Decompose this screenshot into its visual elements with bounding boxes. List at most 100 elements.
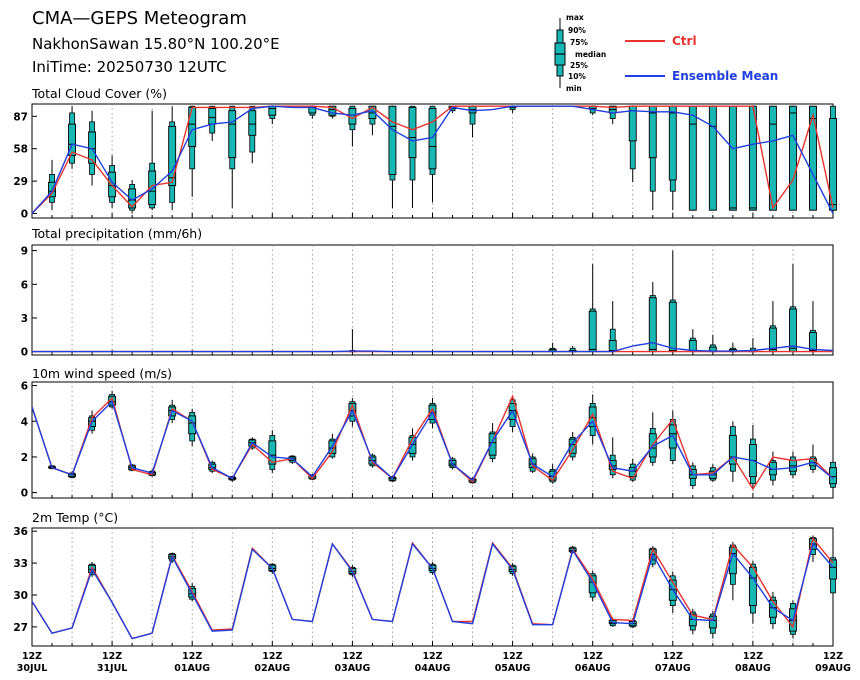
cloud-cover-box-iqr (809, 105, 817, 211)
cloud-cover-mean-line (31, 105, 834, 214)
precipitation-ytick-label: 0 (21, 347, 28, 359)
x-tick-label-time: 12Z (22, 651, 42, 662)
temperature-ytick-label: 27 (13, 622, 28, 634)
cloud-cover-ytick-label: 0 (21, 209, 28, 221)
cloud-cover-box-iqr (208, 108, 217, 125)
cloud-cover-box-iqr (148, 170, 157, 206)
legend-mean-label: Ensemble Mean (672, 69, 778, 83)
temperature-ytick-label: 36 (13, 526, 28, 538)
cloud-cover-box-iqr (708, 105, 717, 211)
wind-speed-ytick-label: 6 (21, 381, 28, 393)
x-tick-label-date: 06AUG (575, 663, 611, 674)
precipitation-ytick-label: 9 (21, 246, 28, 258)
x-tick-label-time: 12Z (583, 651, 603, 662)
cloud-cover-panel: Total Cloud Cover (%) 0 29 58 87 (13, 86, 837, 221)
init-time-label: IniTime: 20250730 12UTC (32, 58, 227, 76)
precipitation-box-iqr (668, 301, 677, 353)
wind-speed-ytick-label: 2 (21, 452, 28, 464)
x-tick-label-date: 04AUG (415, 663, 451, 674)
legend: Ctrl Ensemble Mean (625, 34, 778, 83)
cloud-cover-ctrl-line (31, 105, 834, 214)
wind-speed-title: 10m wind speed (m/s) (32, 366, 172, 381)
cloud-cover-box-iqr (789, 105, 797, 211)
box-key-p90: 90% (568, 26, 586, 35)
x-tick-label-time: 12Z (262, 651, 282, 662)
time-axis: 12Z30JUL12Z31JUL12Z01AUG12Z02AUG12Z03AUG… (17, 651, 851, 674)
cloud-cover-box-iqr (688, 105, 697, 211)
temperature-ytick-label: 33 (13, 558, 28, 570)
x-tick-label-date: 30JUL (17, 663, 48, 674)
temperature-box-iqr (588, 575, 597, 594)
x-tick-label-time: 12Z (102, 651, 122, 662)
box-key-p25: 25% (570, 61, 588, 70)
box-key-median-label: median (575, 50, 606, 59)
temperature-box-iqr (748, 566, 757, 607)
cloud-cover-box-iqr (248, 110, 257, 136)
x-tick-label-time: 12Z (182, 651, 202, 662)
x-tick-label-time: 12Z (823, 651, 843, 662)
cloud-cover-box-iqr (728, 105, 737, 211)
wind-speed-box-iqr (728, 435, 737, 465)
wind-speed-box-iqr (188, 415, 197, 435)
wind-speed-box-iqr (568, 438, 577, 454)
cloud-cover-box-iqr (68, 123, 77, 156)
temperature-mean-line (31, 542, 834, 640)
cloud-cover-box-iqr (428, 108, 437, 170)
temperature-ytick-label: 30 (13, 590, 28, 602)
cloud-cover-box-iqr (408, 106, 417, 159)
wind-speed-panel: 10m wind speed (m/s) 0 2 4 6 (21, 366, 837, 500)
precipitation-panel: Total precipitation (mm/6h) 0 3 6 9 (21, 226, 834, 359)
temperature-panel: 2m Temp (°C) 27 30 33 36 (13, 510, 837, 647)
box-key-upper (556, 29, 564, 44)
cloud-cover-ytick-label: 58 (13, 144, 28, 156)
wind-speed-box-iqr (268, 440, 277, 465)
cloud-cover-box-iqr (648, 105, 657, 159)
cloud-cover-box-iqr (188, 106, 197, 147)
box-key-max: max (566, 13, 584, 22)
cloud-cover-box-iqr (368, 105, 377, 119)
wind-speed-ytick-label: 4 (21, 416, 28, 428)
cloud-cover-box-iqr (348, 108, 357, 125)
location-label: NakhonSawan 15.80°N 100.20°E (32, 35, 280, 53)
x-tick-label-date: 02AUG (254, 663, 290, 674)
x-tick-label-date: 08AUG (735, 663, 771, 674)
box-key-min: min (566, 84, 582, 93)
wind-speed-box-iqr (588, 406, 597, 428)
cloud-cover-ytick-label: 29 (13, 176, 28, 188)
cloud-cover-box-iqr (829, 118, 837, 211)
x-tick-label-date: 07AUG (655, 663, 691, 674)
temperature-box-iqr (829, 559, 837, 580)
x-tick-label-date: 31JUL (97, 663, 128, 674)
precipitation-mean-line (32, 341, 834, 353)
precipitation-box-iqr (789, 308, 797, 353)
x-tick-label-time: 12Z (663, 651, 683, 662)
legend-ctrl-label: Ctrl (672, 34, 697, 48)
box-key-lower (556, 64, 564, 77)
cloud-cover-box-iqr (228, 110, 237, 159)
cloud-cover-title: Total Cloud Cover (%) (31, 86, 167, 101)
x-tick-label-time: 12Z (342, 651, 362, 662)
box-key-p10: 10% (568, 72, 586, 81)
x-tick-label-date: 09AUG (815, 663, 851, 674)
x-tick-label-date: 01AUG (174, 663, 210, 674)
box-key: max 90% 75% median 25% 10% min (554, 13, 606, 93)
cloud-cover-box-iqr (328, 105, 337, 116)
precipitation-title: Total precipitation (mm/6h) (31, 226, 202, 241)
wind-speed-mean-line (31, 400, 834, 482)
box-key-p75: 75% (570, 38, 588, 47)
x-tick-label-date: 03AUG (335, 663, 371, 674)
cloud-cover-box-iqr (388, 105, 397, 175)
precipitation-box-iqr (608, 339, 617, 353)
x-tick-label-date: 05AUG (495, 663, 531, 674)
x-tick-label-time: 12Z (743, 651, 763, 662)
x-tick-label-time: 12Z (503, 651, 523, 662)
chart-title: CMA—GEPS Meteogram (32, 8, 247, 29)
cloud-cover-box-iqr (268, 105, 277, 116)
cloud-cover-box-iqr (168, 125, 177, 187)
x-tick-label-time: 12Z (422, 651, 442, 662)
cloud-cover-box-iqr (768, 105, 777, 211)
precipitation-box-iqr (588, 310, 597, 353)
precipitation-ytick-label: 3 (21, 313, 28, 325)
cloud-cover-box-iqr (668, 105, 677, 181)
